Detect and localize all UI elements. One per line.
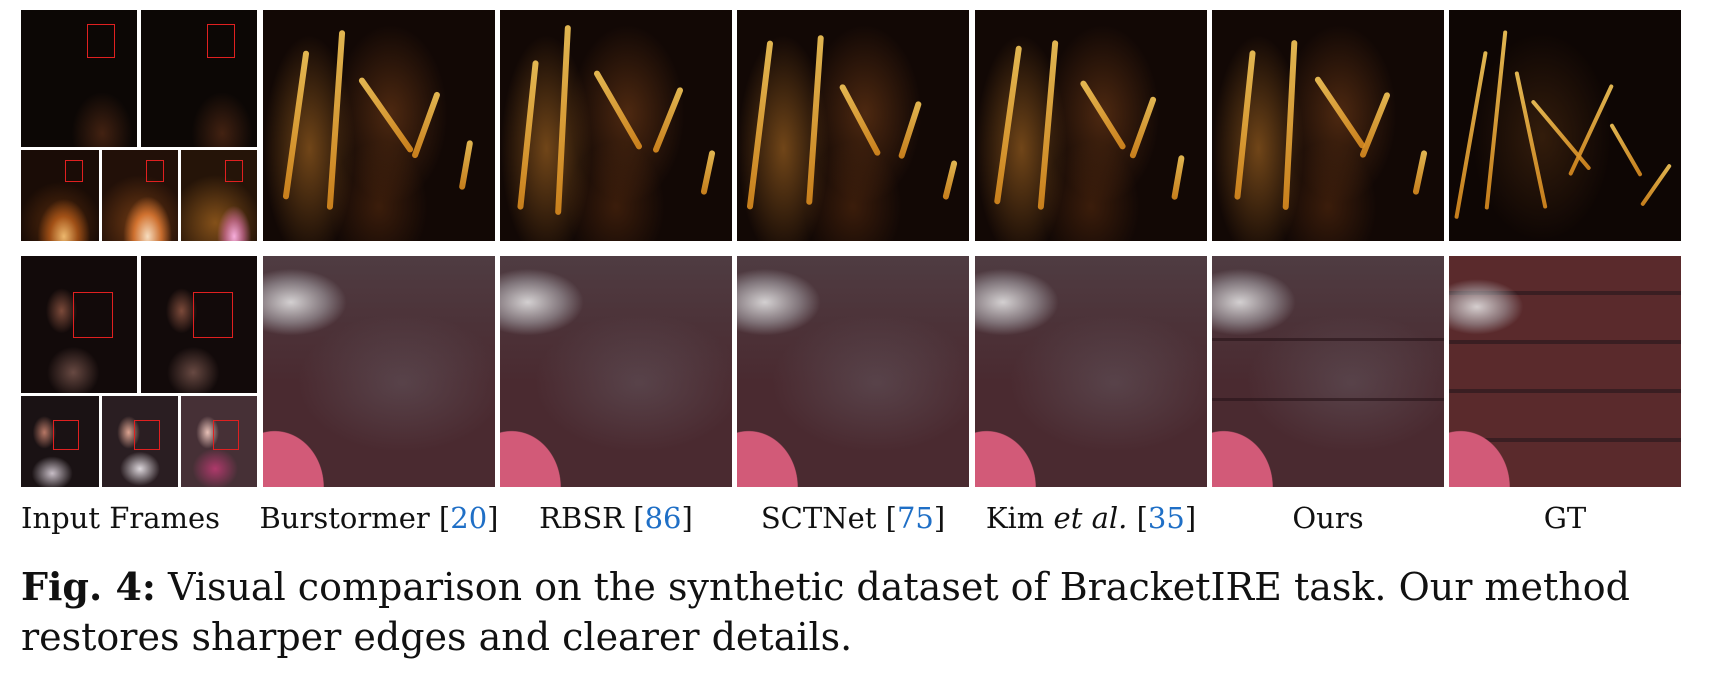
column-label-kim: Kim et al. [35] [985, 501, 1197, 535]
input-frame-8 [21, 396, 99, 487]
crop-burstormer-sparks [263, 10, 495, 241]
crop-kim-smoke [975, 256, 1207, 487]
citation-link[interactable]: 35 [1147, 501, 1185, 535]
column-label-input-frames: Input Frames [21, 501, 221, 535]
crop-ours-smoke [1212, 256, 1444, 487]
crop-rbsr-sparks [500, 10, 732, 241]
column-label-rbsr: RBSR [86] [539, 501, 693, 535]
crop-box [207, 24, 235, 58]
input-frame-9 [102, 396, 178, 487]
input-frame-3 [21, 150, 99, 241]
input-frame-10 [181, 396, 257, 487]
crop-box [73, 292, 113, 338]
crop-box [146, 160, 164, 182]
crop-sctnet-smoke [737, 256, 969, 487]
crop-box [87, 24, 115, 58]
column-label-ours: Ours [1292, 501, 1364, 535]
citation-link[interactable]: 75 [896, 501, 934, 535]
input-frame-6 [21, 256, 137, 393]
input-frame-4 [102, 150, 178, 241]
input-frame-5 [181, 150, 257, 241]
column-label-sctnet: SCTNet [75] [760, 501, 946, 535]
crop-gt-smoke [1449, 256, 1681, 487]
figure-image-grid [21, 10, 1681, 487]
figure-number: Fig. 4: [21, 564, 156, 609]
crop-box [134, 420, 160, 450]
crop-box [193, 292, 233, 338]
input-frame-1 [21, 10, 137, 147]
crop-kim-sparks [975, 10, 1207, 241]
crop-sctnet-sparks [737, 10, 969, 241]
column-label-burstormer: Burstormer [20] [259, 501, 499, 535]
citation-link[interactable]: 20 [450, 501, 488, 535]
crop-box [53, 420, 79, 450]
crop-gt-sparks [1449, 10, 1681, 241]
crop-box [225, 160, 243, 182]
crop-box [65, 160, 83, 182]
caption-text: Visual comparison on the synthetic datas… [21, 565, 1630, 659]
crop-rbsr-smoke [500, 256, 732, 487]
crop-ours-sparks [1212, 10, 1444, 241]
input-frame-2 [141, 10, 257, 147]
citation-link[interactable]: 86 [644, 501, 682, 535]
crop-box [213, 420, 239, 450]
figure-caption: Fig. 4: Visual comparison on the synthet… [21, 562, 1691, 662]
crop-burstormer-smoke [263, 256, 495, 487]
column-label-gt: GT [1543, 501, 1587, 535]
input-frame-7 [141, 256, 257, 393]
